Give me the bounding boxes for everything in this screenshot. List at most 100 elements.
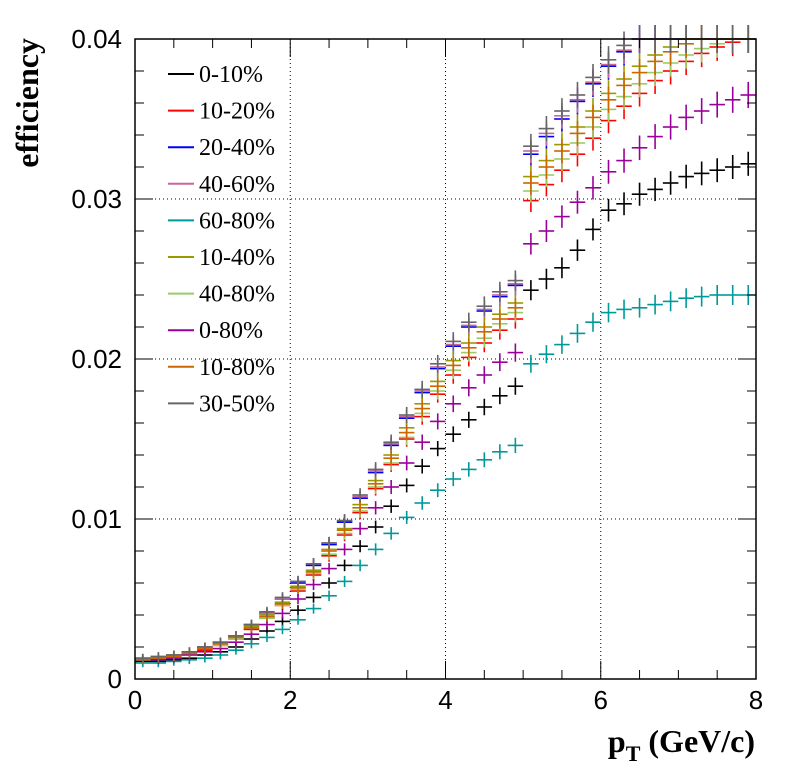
data-point [259, 606, 275, 617]
data-point [352, 540, 368, 553]
data-point [274, 624, 291, 635]
data-point [414, 400, 430, 417]
data-point [538, 155, 555, 179]
data-point [693, 161, 710, 186]
data-point [476, 366, 493, 384]
y-tick-label: 0 [108, 664, 122, 694]
data-point [336, 543, 353, 556]
x-tick-label: 4 [438, 685, 452, 715]
legend-item: 0-10% [168, 62, 263, 88]
data-point [181, 647, 198, 657]
data-point [290, 605, 306, 616]
data-point [476, 398, 493, 416]
data-point [647, 177, 663, 202]
legend-item: 40-60% [168, 172, 275, 198]
data-point [585, 104, 601, 131]
data-point [352, 522, 368, 535]
legend-label: 10-20% [199, 99, 275, 125]
data-point [383, 527, 399, 540]
data-point [228, 645, 244, 655]
x-axis-title-main: p [608, 723, 626, 759]
series-60-80% [135, 285, 756, 668]
data-point [398, 510, 415, 524]
grid-lines [135, 39, 756, 679]
data-point [305, 579, 322, 591]
data-point [554, 138, 570, 164]
data-point [476, 322, 493, 342]
data-point [305, 603, 322, 614]
data-point [445, 332, 462, 351]
data-point [461, 462, 477, 477]
data-point [429, 413, 446, 430]
data-point [321, 536, 337, 550]
data-point [383, 480, 399, 494]
data-point [305, 558, 322, 570]
legend-label: 30-50% [199, 391, 275, 417]
legend-item: 60-80% [168, 208, 275, 234]
data-point [616, 299, 632, 320]
axis-ticks: 0 2 4 6 8 0 0.01 0.02 0.03 0.04 [71, 24, 763, 715]
data-point [709, 285, 725, 305]
data-point [492, 281, 508, 302]
data-point [678, 104, 694, 131]
data-point [523, 233, 539, 255]
data-point [600, 198, 617, 222]
data-point [569, 190, 586, 214]
data-points [135, 25, 756, 668]
data-point [693, 286, 710, 307]
data-point [600, 46, 617, 74]
data-point [585, 218, 601, 241]
legend-item: 30-50% [168, 391, 275, 417]
data-point [476, 296, 493, 317]
legend: 0-10% 10-20% 20-40% 40-60% 60-80% 10-40% 40-80… [168, 62, 275, 417]
data-point [367, 476, 384, 491]
y-tick-label: 0.02 [71, 344, 122, 374]
data-point [290, 614, 306, 625]
data-point [461, 338, 477, 357]
data-point [445, 395, 462, 413]
data-point [523, 280, 539, 301]
data-point [305, 592, 322, 603]
data-point [197, 642, 213, 652]
data-point [569, 120, 586, 146]
x-axis-title: pT (GeV/c) [608, 723, 755, 766]
data-point [259, 632, 275, 643]
legend-label: 20-40% [199, 135, 275, 161]
data-point [243, 619, 260, 630]
data-point [492, 353, 508, 372]
data-point [662, 114, 679, 140]
legend-label: 10-40% [199, 245, 275, 271]
legend-label: 40-80% [199, 282, 275, 308]
x-tick-label: 2 [283, 685, 297, 715]
data-point [212, 637, 229, 647]
data-point [150, 652, 167, 661]
data-point [678, 164, 694, 189]
data-point [585, 312, 601, 332]
legend-item: 10-80% [168, 355, 275, 381]
data-point [414, 496, 430, 510]
x-axis-title-sub: T [626, 741, 641, 766]
y-tick-label: 0.04 [71, 24, 122, 54]
data-point [166, 650, 182, 660]
data-point [554, 98, 570, 124]
data-point [321, 562, 337, 575]
data-point [492, 309, 508, 329]
data-point [398, 478, 415, 493]
data-point [631, 182, 648, 206]
y-axis-title: efficiency [9, 38, 45, 168]
data-point [740, 151, 756, 176]
data-point [445, 426, 462, 443]
legend-item: 10-40% [168, 245, 275, 271]
data-point [445, 356, 462, 375]
data-point [507, 377, 524, 395]
legend-item: 20-40% [168, 135, 275, 161]
data-point [429, 377, 446, 395]
data-point [336, 514, 353, 528]
data-point [585, 176, 601, 200]
series-0-80% [135, 81, 756, 665]
data-point [321, 577, 337, 589]
data-point [507, 270, 524, 291]
data-point [647, 124, 663, 150]
